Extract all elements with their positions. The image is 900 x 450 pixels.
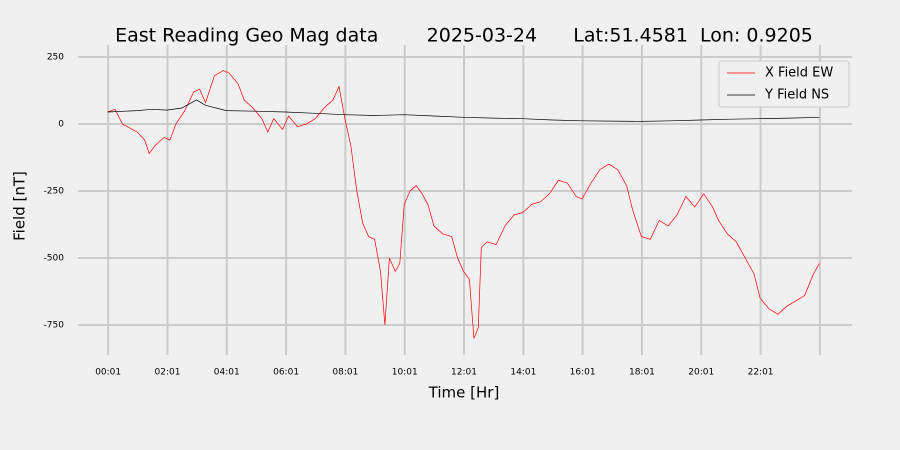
data-line — [107, 99, 820, 122]
legend-box — [718, 60, 850, 108]
y-tick-label: -500 — [44, 254, 65, 264]
y-axis-label: Field [nT] — [11, 171, 29, 241]
y-tick-label: -250 — [44, 187, 65, 197]
x-tick-label: 04:01 — [214, 368, 240, 378]
y-tick-label: 0 — [58, 120, 64, 130]
x-tick-label: 16:01 — [570, 368, 596, 378]
y-tick-label: 250 — [47, 53, 64, 63]
x-tick-label: 22:01 — [748, 368, 774, 378]
data-line — [107, 70, 820, 339]
x-tick-label: 06:01 — [273, 368, 299, 378]
legend-label: Y Field NS — [764, 88, 829, 103]
x-tick-label: 12:01 — [451, 368, 477, 378]
chart-title: East Reading Geo Mag data 2025-03-24 Lat… — [115, 25, 813, 47]
legend-label: X Field EW — [765, 66, 833, 81]
y-tick-label: -750 — [44, 320, 65, 330]
x-tick-label: 18:01 — [629, 368, 655, 378]
x-tick-label: 14:01 — [510, 368, 536, 378]
x-tick-label: 00:01 — [95, 368, 121, 378]
x-tick-label: 20:01 — [688, 368, 714, 378]
x-axis-label: Time [Hr] — [428, 384, 500, 402]
x-tick-label: 08:01 — [332, 368, 358, 378]
x-tick-label: 02:01 — [155, 368, 181, 378]
x-tick-label: 10:01 — [392, 368, 418, 378]
